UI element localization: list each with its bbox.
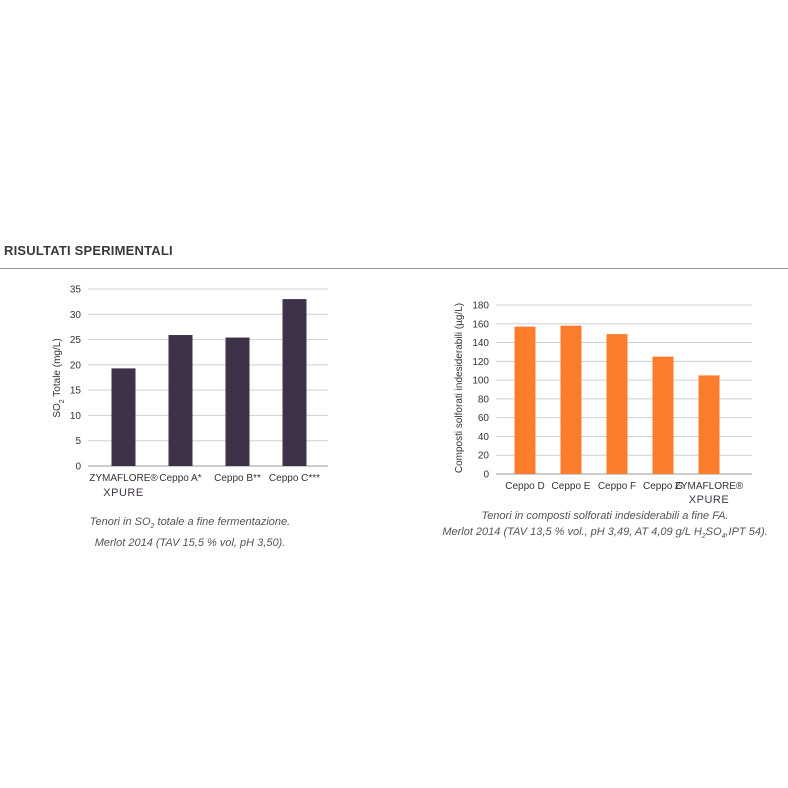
right-bar: [560, 325, 582, 474]
left-y-tick-label: 20: [70, 360, 82, 371]
left-y-tick-label: 35: [70, 285, 82, 296]
left-y-tick-label: 15: [70, 386, 82, 397]
right-y-axis-label: Composti solforati indesiderabili (µg/L): [454, 303, 465, 473]
left-bar: [282, 299, 307, 466]
right-y-tick-label: 120: [472, 357, 489, 368]
left-y-tick-label: 25: [70, 335, 82, 346]
right-bar: [606, 334, 628, 474]
left-bars: [111, 299, 307, 466]
left-category-label: Ceppo A*: [159, 473, 201, 484]
left-category-label: ZYMAFLORE®: [89, 473, 158, 484]
section-divider: [0, 268, 788, 269]
right-y-tick-label: 60: [478, 413, 490, 424]
right-bar: [698, 375, 720, 474]
left-categories: ZYMAFLORE® XPURE Ceppo A* Ceppo B** Ceppo C*…: [89, 473, 320, 499]
right-category-sublabel: XPURE: [689, 494, 729, 506]
right-y-tick-label: 180: [472, 301, 489, 312]
left-y-ticks: 0 5 10 15 20 25 30 35: [70, 285, 82, 473]
section-title: RISULTATI SPERIMENTALI: [4, 243, 173, 258]
left-caption: Tenori in SO2 totale a fine fermentazion…: [89, 516, 291, 550]
right-category-label: Ceppo E: [552, 481, 591, 492]
right-y-tick-label: 100: [472, 376, 489, 387]
right-y-tick-label: 0: [483, 470, 489, 481]
left-bar: [111, 368, 136, 466]
right-bar: [652, 356, 674, 474]
left-y-tick-label: 10: [70, 411, 82, 422]
right-category-label: Ceppo G: [643, 481, 683, 492]
right-category-label: Ceppo F: [598, 481, 636, 492]
right-caption: Tenori in composti solforati indesiderab…: [442, 510, 768, 541]
right-category-label: ZYMAFLORE®: [675, 481, 744, 492]
right-y-tick-label: 20: [478, 451, 490, 462]
right-y-tick-label: 160: [472, 319, 489, 330]
left-y-tick-label: 5: [75, 436, 81, 447]
left-category-label: Ceppo B**: [214, 473, 261, 484]
left-bar: [225, 337, 250, 466]
left-category-sublabel: XPURE: [103, 487, 143, 499]
left-y-tick-label: 30: [70, 310, 82, 321]
left-y-tick-label: 0: [75, 462, 81, 473]
right-bar: [514, 326, 536, 474]
right-bars: [514, 325, 720, 474]
right-y-tick-label: 40: [478, 432, 490, 443]
right-y-tick-label: 140: [472, 338, 489, 349]
left-bar: [168, 335, 193, 466]
left-y-axis-label: SO2 Totale (mg/L): [52, 338, 66, 417]
right-y-tick-label: 80: [478, 394, 490, 405]
right-y-ticks: 0 20 40 60 80 100 120 140 160 180: [472, 301, 489, 481]
right-category-label: Ceppo D: [505, 481, 544, 492]
left-category-label: Ceppo C***: [269, 473, 320, 484]
